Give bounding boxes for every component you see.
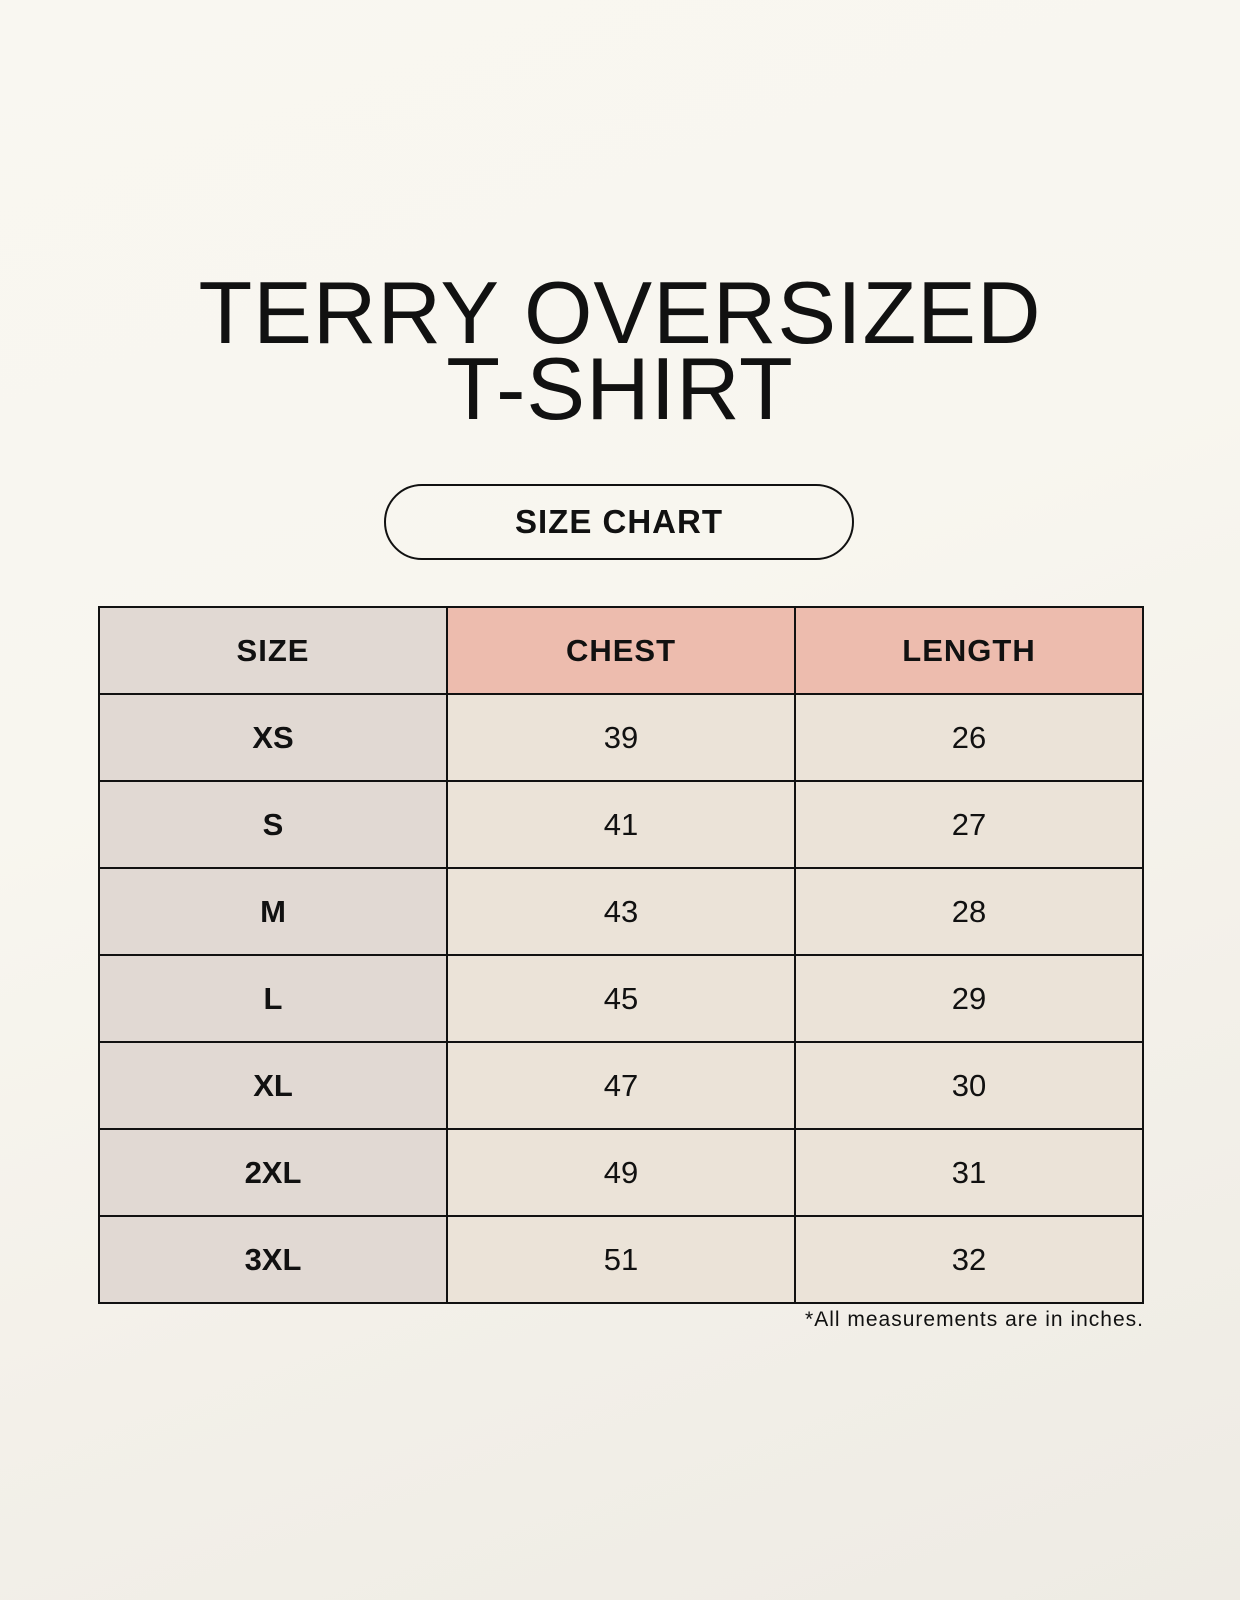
size-chart-badge: SIZE CHART [384,484,854,560]
table-header-row: SIZE CHEST LENGTH [98,606,1144,695]
table-row: 2XL 49 31 [98,1128,1144,1217]
page-title: TERRY OVERSIZED T-SHIRT [0,263,1240,438]
cell-size: 3XL [98,1215,448,1304]
table-row: XL 47 30 [98,1041,1144,1130]
table-row: S 41 27 [98,780,1144,869]
cell-length: 29 [794,954,1144,1043]
cell-chest: 39 [446,693,796,782]
header-size: SIZE [98,606,448,695]
table-row: 3XL 51 32 [98,1215,1144,1304]
cell-size: S [98,780,448,869]
cell-size: L [98,954,448,1043]
table-row: XS 39 26 [98,693,1144,782]
cell-size: 2XL [98,1128,448,1217]
cell-chest: 51 [446,1215,796,1304]
title-line-2: T-SHIRT [446,339,794,438]
table-row: L 45 29 [98,954,1144,1043]
cell-size: M [98,867,448,956]
footnote: *All measurements are in inches. [805,1308,1144,1331]
header-chest: CHEST [446,606,796,695]
cell-chest: 49 [446,1128,796,1217]
cell-size: XS [98,693,448,782]
cell-chest: 43 [446,867,796,956]
cell-length: 27 [794,780,1144,869]
title-line-1: TERRY OVERSIZED [198,263,1042,362]
cell-length: 26 [794,693,1144,782]
cell-chest: 41 [446,780,796,869]
cell-length: 32 [794,1215,1144,1304]
cell-length: 31 [794,1128,1144,1217]
cell-chest: 47 [446,1041,796,1130]
cell-length: 30 [794,1041,1144,1130]
size-table: SIZE CHEST LENGTH XS 39 26 S 41 27 M 43 28 L 45 29 X… [98,606,1144,1304]
cell-length: 28 [794,867,1144,956]
cell-chest: 45 [446,954,796,1043]
header-length: LENGTH [794,606,1144,695]
table-row: M 43 28 [98,867,1144,956]
cell-size: XL [98,1041,448,1130]
